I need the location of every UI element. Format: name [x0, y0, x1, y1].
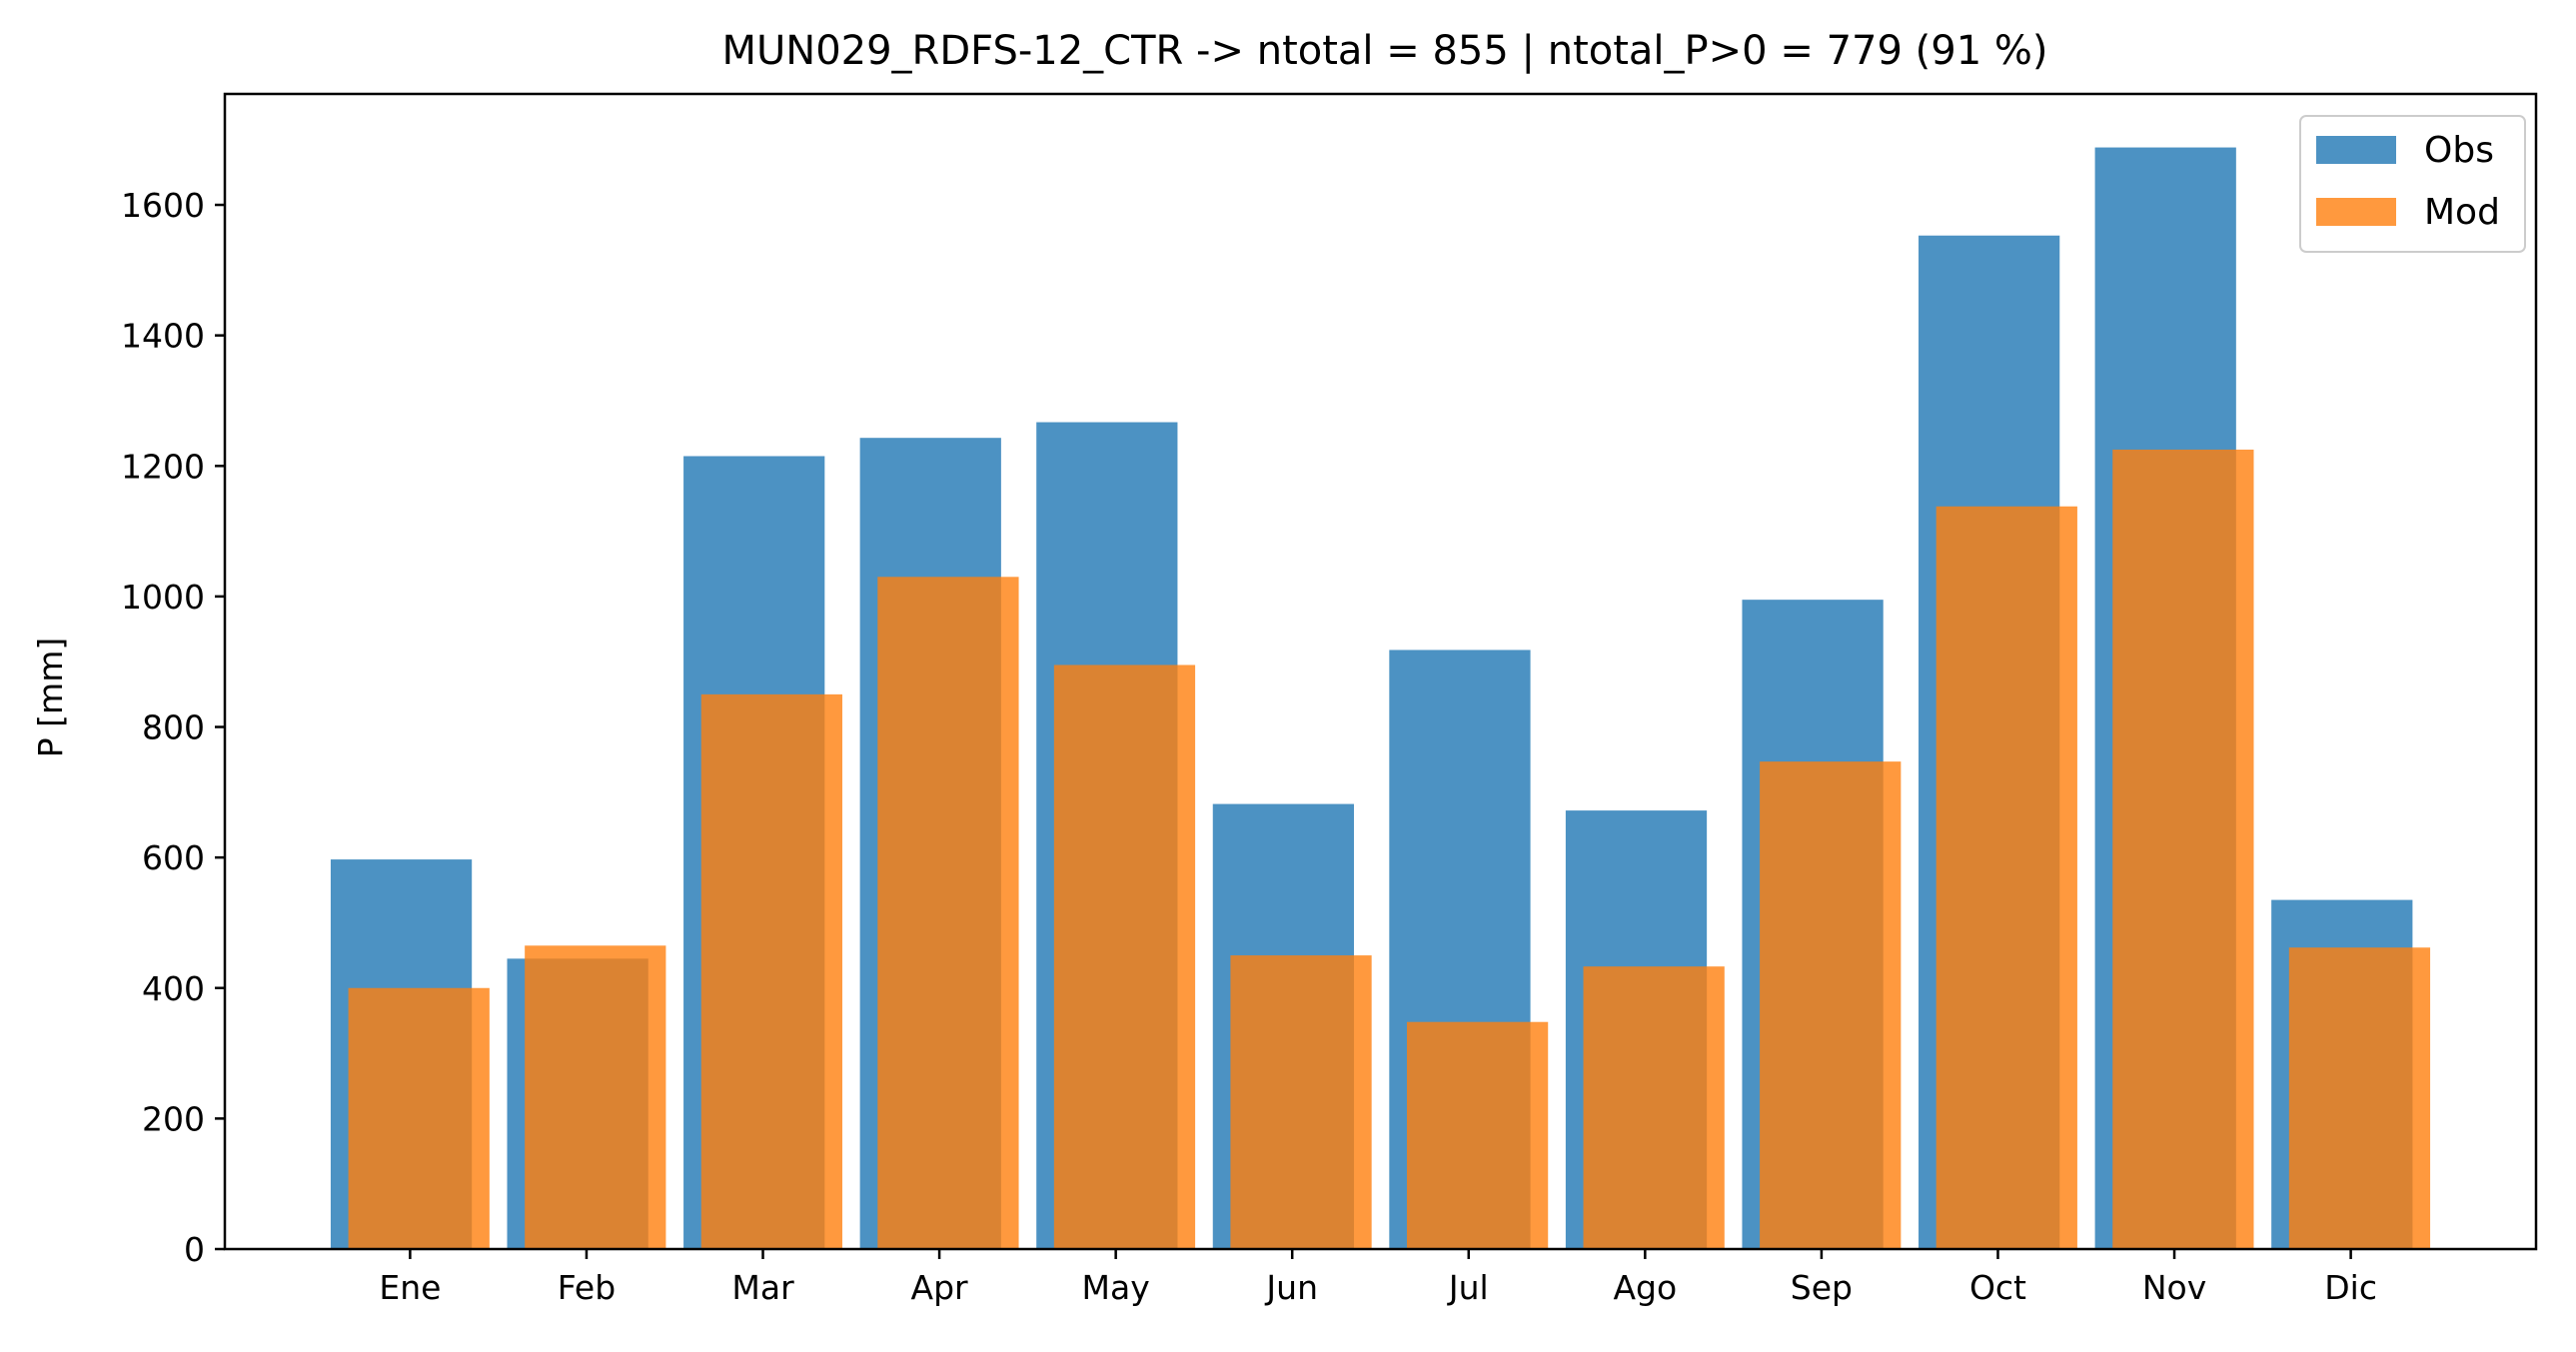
- x-tick-label-nov: Nov: [2142, 1268, 2206, 1307]
- bar-mod-jun: [1230, 955, 1372, 1249]
- bar-mod-jul: [1406, 1021, 1549, 1249]
- y-tick-label: 1200: [121, 447, 205, 486]
- x-tick-label-dic: Dic: [2324, 1268, 2377, 1307]
- y-tick-label: 1000: [121, 578, 205, 617]
- x-tick-label-feb: Feb: [558, 1268, 616, 1307]
- bar-mod-dic: [2288, 947, 2431, 1249]
- bar-mod-apr: [877, 577, 1019, 1249]
- y-tick-label: 600: [142, 838, 205, 877]
- bar-mod-nov: [2112, 449, 2254, 1249]
- bar-mod-may: [1053, 665, 1196, 1249]
- y-tick-label: 0: [184, 1230, 205, 1269]
- x-tick-label-apr: Apr: [911, 1268, 969, 1307]
- x-tick-label-oct: Oct: [1969, 1268, 2026, 1307]
- x-tick-label-ene: Ene: [379, 1268, 441, 1307]
- plot-frame: [223, 92, 2538, 1251]
- legend-label-mod: Mod: [2424, 192, 2500, 233]
- x-tick-label-jun: Jun: [1264, 1268, 1318, 1307]
- x-tick-label-ago: Ago: [1613, 1268, 1677, 1307]
- y-axis: 0 200 400 600 800 1000 1200 1400 1600: [121, 186, 225, 1269]
- bar-mod-feb: [525, 945, 666, 1249]
- legend: Obs Mod: [2299, 115, 2526, 253]
- legend-label-obs: Obs: [2424, 130, 2494, 171]
- x-axis: Ene Feb Mar Apr May Jun Jul Ago Sep Oct Nov Dic: [379, 1249, 2377, 1307]
- bar-mod-ene: [348, 987, 490, 1249]
- x-tick-label-sep: Sep: [1791, 1268, 1853, 1307]
- y-tick-label: 1600: [121, 186, 205, 225]
- bar-mod-mar: [700, 693, 842, 1249]
- x-tick-label-jul: Jul: [1447, 1268, 1489, 1307]
- y-tick-label: 400: [142, 969, 205, 1008]
- y-axis-label: P [mm]: [31, 638, 70, 757]
- chart-title: MUN029_RDFS-12_CTR -> ntotal = 855 | nto…: [722, 28, 2048, 74]
- legend-swatch-mod: [2316, 198, 2396, 226]
- x-tick-label-mar: Mar: [731, 1268, 794, 1307]
- bar-mod-sep: [1760, 761, 1902, 1249]
- legend-swatch-obs: [2316, 136, 2396, 164]
- y-tick-label: 1400: [121, 317, 205, 356]
- y-tick-label: 200: [142, 1099, 205, 1138]
- y-tick-label: 800: [142, 708, 205, 747]
- x-tick-label-may: May: [1082, 1268, 1150, 1307]
- bar-mod-oct: [1935, 506, 2077, 1249]
- bars-layer: [330, 147, 2431, 1250]
- bar-mod-ago: [1583, 966, 1725, 1249]
